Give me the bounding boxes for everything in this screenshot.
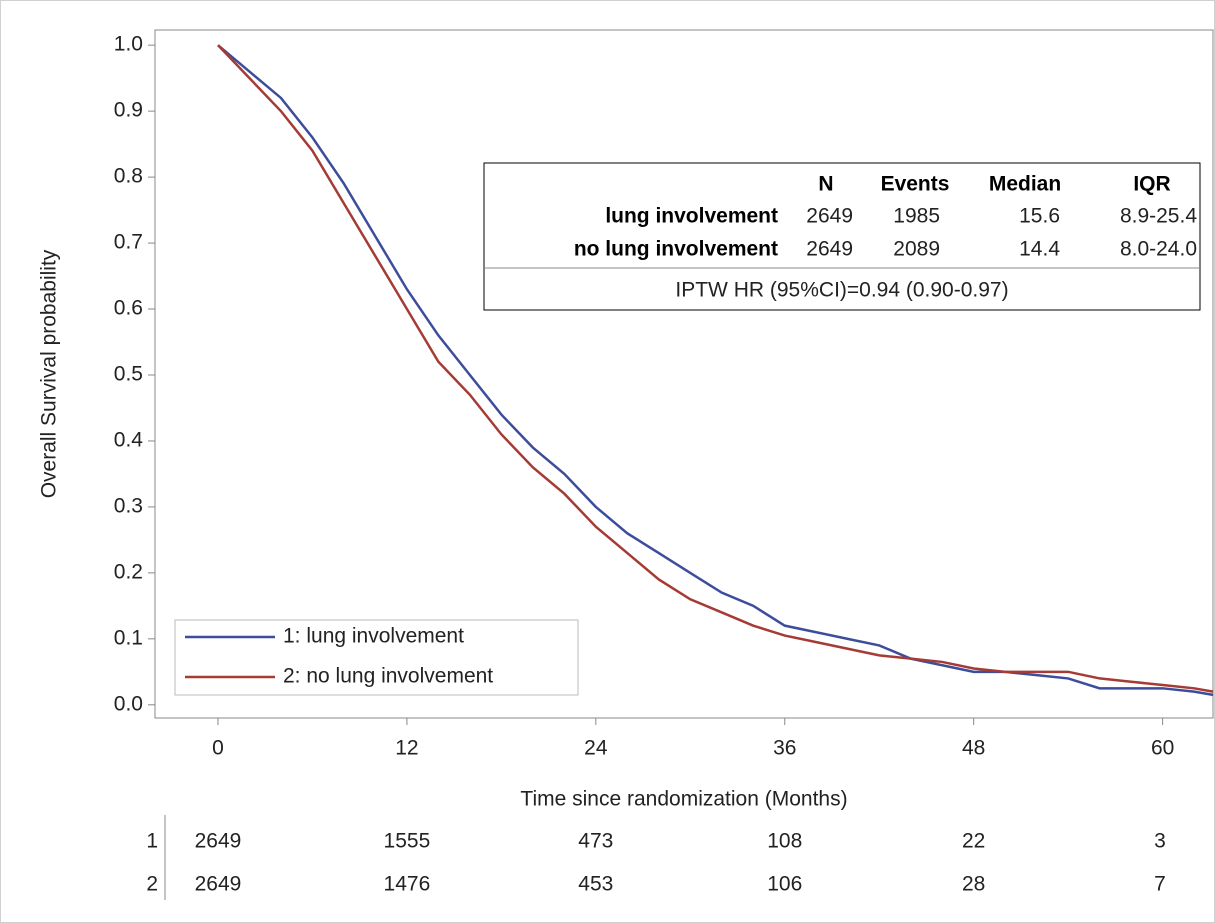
- legend-label: 1: lung involvement: [283, 625, 464, 648]
- stats-header: Events: [881, 173, 950, 196]
- risk-count: 473: [578, 830, 613, 853]
- y-tick-label: 1.0: [114, 33, 143, 56]
- stats-cell: 2649: [806, 205, 853, 228]
- survival-curve: [217, 44, 1214, 693]
- risk-count: 453: [578, 873, 613, 896]
- x-tick-label: 24: [584, 737, 608, 760]
- risk-row-label: 1: [146, 830, 158, 853]
- y-tick-label: 0.5: [114, 363, 143, 386]
- stats-footer: IPTW HR (95%CI)=0.94 (0.90-0.97): [675, 279, 1008, 302]
- risk-count: 108: [767, 830, 802, 853]
- y-tick-label: 0.4: [114, 428, 144, 451]
- survival-curve: [217, 44, 1214, 697]
- y-tick-label: 0.1: [114, 626, 143, 649]
- legend-box: [174, 619, 579, 696]
- y-axis-label: Overall Survival probability: [38, 249, 61, 498]
- risk-count: 22: [962, 830, 985, 853]
- stats-cell: 14.4: [1019, 238, 1060, 261]
- stats-row-label: lung involvement: [605, 205, 778, 228]
- stats-header: Median: [989, 173, 1061, 196]
- stats-cell: 8.9-25.4: [1120, 205, 1197, 228]
- stats-cell: 2089: [893, 238, 940, 261]
- stats-header: IQR: [1133, 173, 1170, 196]
- risk-count: 3: [1154, 830, 1166, 853]
- y-tick-label: 0.0: [114, 692, 143, 715]
- x-tick-label: 12: [395, 737, 418, 760]
- stats-cell: 1985: [893, 205, 940, 228]
- y-tick-label: 0.9: [114, 99, 143, 122]
- y-tick-label: 0.2: [114, 560, 143, 583]
- risk-count: 2649: [195, 830, 242, 853]
- risk-count: 2649: [195, 873, 242, 896]
- risk-count: 7: [1154, 873, 1166, 896]
- risk-count: 28: [962, 873, 985, 896]
- x-axis-label: Time since randomization (Months): [520, 788, 847, 811]
- risk-row-label: 2: [146, 873, 158, 896]
- stats-cell: 2649: [806, 238, 853, 261]
- stats-header: N: [818, 173, 833, 196]
- legend-label: 2: no lung involvement: [283, 665, 493, 688]
- x-tick-label: 60: [1151, 737, 1174, 760]
- x-tick-label: 48: [962, 737, 985, 760]
- risk-count: 1555: [384, 830, 431, 853]
- stats-row-label: no lung involvement: [574, 238, 778, 261]
- plot-frame: [154, 29, 1214, 719]
- y-tick-label: 0.7: [114, 231, 143, 254]
- y-tick-label: 0.6: [114, 297, 143, 320]
- stats-box: [483, 162, 1201, 311]
- risk-count: 1476: [384, 873, 431, 896]
- stats-cell: 8.0-24.0: [1120, 238, 1197, 261]
- x-tick-label: 36: [773, 737, 796, 760]
- y-tick-label: 0.8: [114, 165, 143, 188]
- stats-cell: 15.6: [1019, 205, 1060, 228]
- risk-count: 106: [767, 873, 802, 896]
- x-tick-label: 0: [212, 737, 224, 760]
- y-tick-label: 0.3: [114, 494, 143, 517]
